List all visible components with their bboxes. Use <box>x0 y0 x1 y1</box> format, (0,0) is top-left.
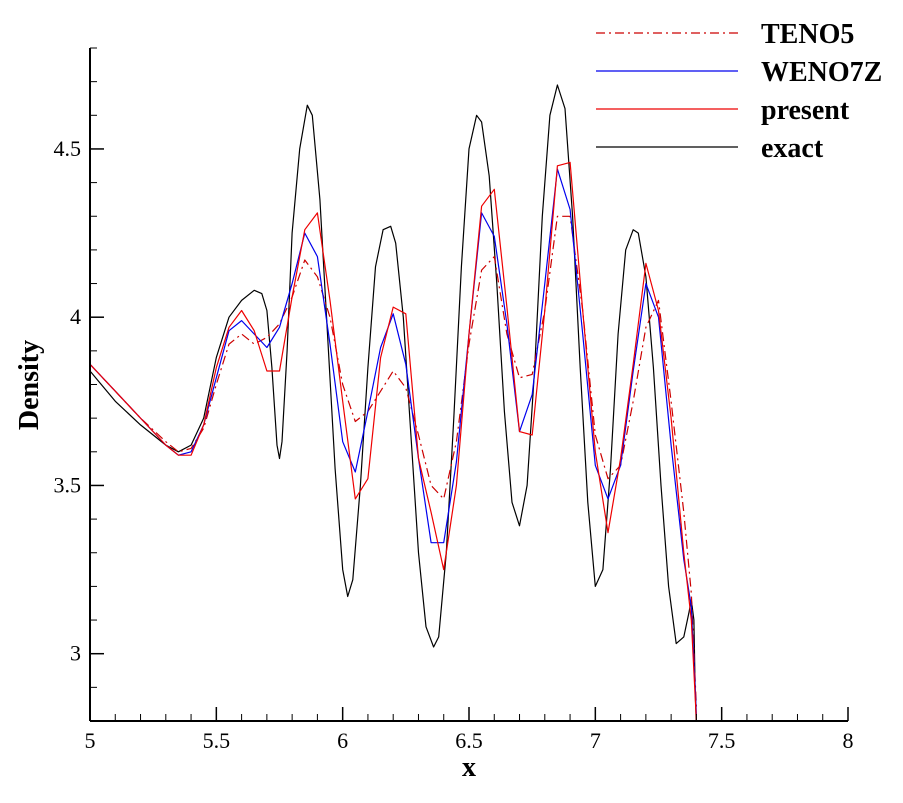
x-tick-label: 8 <box>843 728 854 753</box>
x-tick-label: 5.5 <box>203 728 231 753</box>
y-tick-label: 4.5 <box>54 136 82 161</box>
x-axis-title: x <box>462 752 476 783</box>
legend-label-weno7z: WENO7Z <box>761 57 882 88</box>
legend-label-teno5: TENO5 <box>761 19 854 50</box>
series-line-weno7z <box>90 168 697 715</box>
legend-label-exact: exact <box>761 133 824 164</box>
x-tick-label: 7 <box>590 728 601 753</box>
y-tick-label: 3 <box>70 641 81 666</box>
legend-label-present: present <box>761 95 850 126</box>
x-tick-label: 6 <box>337 728 348 753</box>
series-line-teno5 <box>90 215 697 708</box>
series-line-present <box>90 161 697 721</box>
x-tick-label: 6.5 <box>455 728 483 753</box>
legend: TENO5 WENO7Z present exact <box>596 19 882 164</box>
series-layer <box>90 84 697 721</box>
y-tick-label: 3.5 <box>54 472 82 497</box>
axes-layer: 5 5.5 6 6.5 7 7.5 8 3 3.5 4 4.5 <box>54 47 854 753</box>
y-axis-title: Density <box>14 340 45 430</box>
y-tick-label: 4 <box>70 304 81 329</box>
x-tick-label: 5 <box>85 728 96 753</box>
series-line-exact <box>90 84 697 721</box>
x-tick-label: 7.5 <box>708 728 736 753</box>
